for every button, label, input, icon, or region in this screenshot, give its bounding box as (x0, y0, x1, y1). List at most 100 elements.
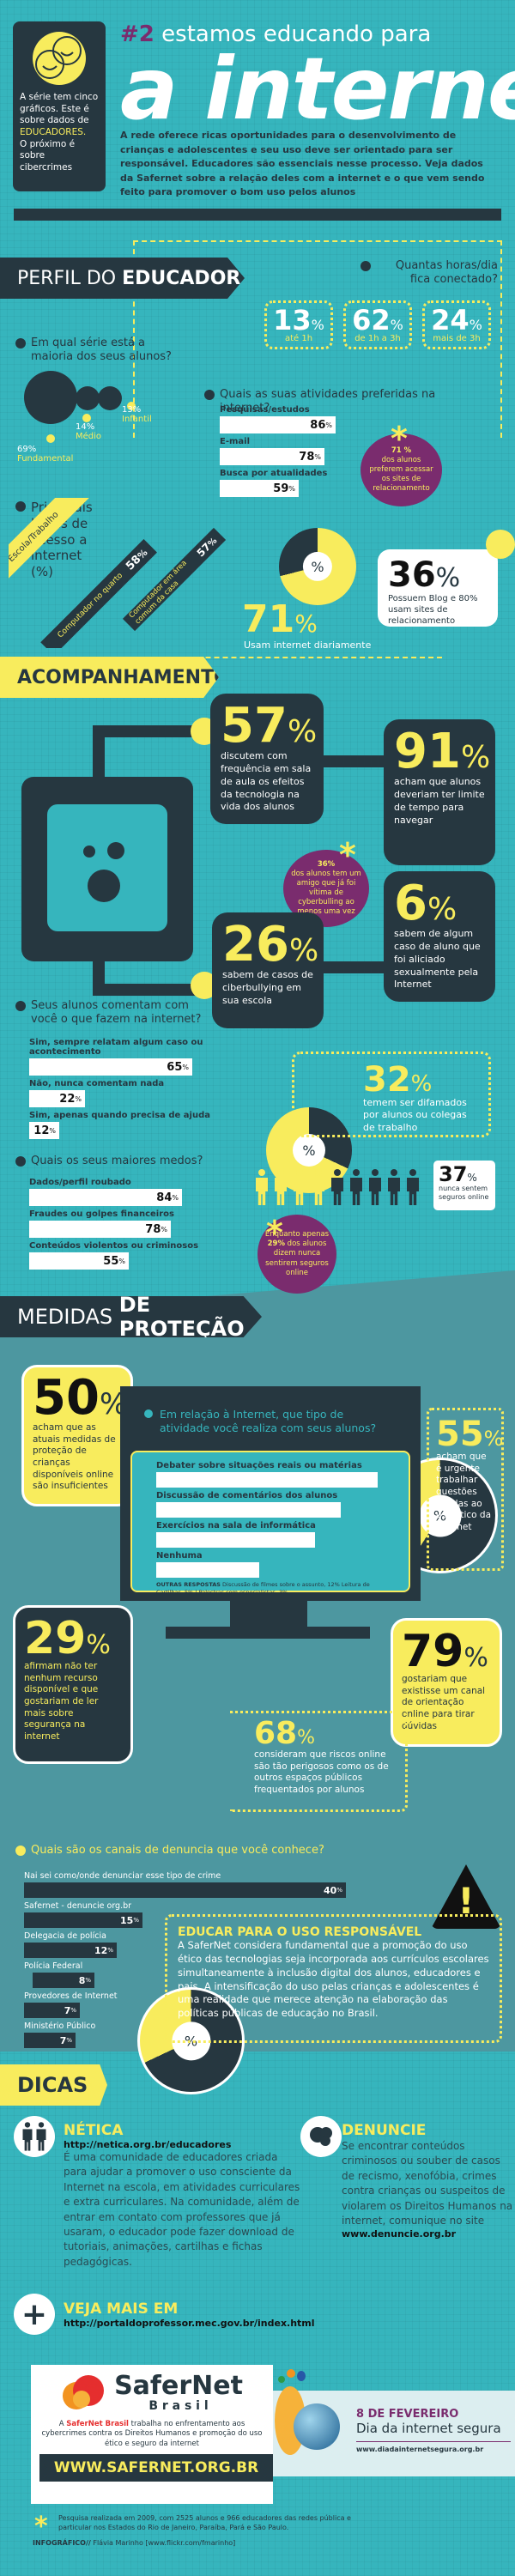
grade-question: Em qual série está a maioria dos seus al… (15, 336, 187, 365)
asterisk-icon: * (339, 836, 356, 874)
denuncie-link[interactable]: www.denuncie.org.br (342, 2228, 457, 2240)
bar: 7% (24, 2003, 80, 2018)
bar: 7% (24, 2033, 76, 2048)
bar: 86% (220, 416, 336, 433)
page-subtitle: #2 estamos educando para (120, 21, 432, 47)
bar: 84% (29, 1189, 182, 1206)
asterisk-icon: * (34, 2512, 48, 2542)
stat-50: 50% acham que as atuais medidas de proteç… (21, 1365, 133, 1506)
connector (93, 984, 204, 996)
person-icon (369, 1169, 381, 1205)
grade-medio: 14% Médio (76, 422, 102, 441)
bar: 78% (29, 1221, 171, 1238)
side-text: A série tem cinco gráficos. Este é sobre… (20, 92, 99, 126)
fears-bars: Dados/perfil roubado 84% Fraudes ou golpe… (29, 1174, 261, 1270)
section-ribbon-medidas: MEDIDAS DE PROTEÇÃO (0, 1296, 262, 1337)
safernet-site-link[interactable]: WWW.SAFERNET.ORG.BR (39, 2454, 273, 2482)
activities-bars: Pesquisas/estudos 86% E-mail 78% Busca por… (220, 402, 340, 497)
channels-bars: Nai sei como/onde denunciar esse tipo de… (24, 1868, 350, 2048)
portal-link[interactable]: http://portaldoprofessor.mec.gov.br/inde… (64, 2318, 315, 2329)
safernet-card: SaferNet B r a s i l A SaferNet Brasil tr… (31, 2365, 273, 2504)
connector (93, 725, 204, 737)
person-icon (388, 1169, 400, 1205)
stat-55: 55% acham que é urgente trabalhar questõe… (427, 1408, 504, 1571)
divider-bar (14, 209, 501, 221)
cyberbullying-bubble: 36% dos alunos tem um amigo que já foi ví… (283, 850, 369, 927)
safety-bubble: Enquanto apenas 29% dos alunos dizem nun… (258, 1215, 336, 1294)
stat-91: 91% acham que alunos deveriam ter limite … (384, 719, 495, 865)
hours-question: Quantas horas/dia fica conectado? (360, 259, 498, 288)
bar: 78% (220, 448, 324, 465)
connector (322, 961, 386, 973)
connector (322, 755, 386, 767)
fears-question: Quais os seus maiores medos? (15, 1155, 239, 1168)
people-icon (14, 2116, 55, 2157)
bar: 12% (29, 1122, 59, 1139)
bar: 65% (29, 1058, 192, 1076)
hours-stats: 13% até 1h 62% de 1h a 3h 24% mais de 3h (264, 300, 491, 349)
person-icon (294, 1169, 306, 1205)
bubble-fundamental (24, 371, 77, 424)
globe-mascot-icon (275, 2369, 343, 2481)
grade-bubbles (24, 371, 153, 465)
tip-denuncie: DENUNCIE Se encontrar conteúdos criminoso… (342, 2122, 513, 2240)
bar: 40% (24, 1882, 346, 1898)
person-icon (407, 1169, 419, 1205)
plus-icon: + (14, 2294, 55, 2335)
activities-question: Quais as suas atividades preferidas na i… (204, 388, 488, 416)
hours-stat: 24% mais de 3h (422, 300, 491, 349)
smiley-logo-icon (33, 32, 86, 85)
comments-bars: Sim, sempre relatam algum caso ou aconte… (29, 1034, 261, 1139)
daily-use-pie: % (279, 528, 356, 605)
grade-fundamental: 69% Fundamental (17, 445, 74, 464)
intro-text: A rede oferece ricas oportunidades para … (120, 130, 485, 197)
side-next: O próximo é sobre cibercrimes (20, 138, 76, 173)
daily-use-label: Usam internet diariamente (244, 639, 372, 651)
stat-29: 29% afirmam não ter nenhum recurso dispon… (13, 1605, 133, 1764)
dia-internet-link[interactable]: www.diadainternetsegura.org.br (356, 2446, 484, 2453)
monitor-question: Em relação à Internet, que tipo de ativi… (130, 1399, 410, 1438)
blog-card: 36% Possuem Blog e 80% usam sites de rela… (378, 549, 498, 627)
side-highlight: EDUCADORES. (20, 126, 87, 137)
daily-use-stat: 71% (242, 597, 318, 641)
info-bubble: 71 % dos alunos preferem acessar os sites… (360, 433, 442, 506)
stat-32: 32% temem ser difamados por alunos ou col… (292, 1052, 491, 1137)
netica-link[interactable]: http://netica.org.br/educadores (64, 2139, 232, 2150)
section-ribbon-dicas: DICAS (0, 2064, 107, 2106)
comments-question: Seus alunos comentam com você o que faze… (15, 999, 213, 1027)
section-ribbon-perfil: PERFIL DO EDUCADOR (0, 258, 245, 299)
monitor-stand (230, 1601, 307, 1627)
stat-68: 68% consideram que riscos online são tão … (230, 1711, 408, 1812)
monitor-screen: Debater sobre situações reais ou matéria… (130, 1451, 410, 1596)
bar: 15% (24, 1912, 142, 1928)
person-icon (275, 1169, 287, 1205)
stat-26: 26% sabem de casos de ciberbullying em su… (212, 912, 324, 1028)
bar: 22% (156, 1532, 315, 1548)
bar: 22% (29, 1090, 85, 1107)
stat-79: 79% gostariam que existisse um canal de o… (391, 1618, 502, 1747)
yellow-dot (486, 530, 515, 559)
stat-37: 37% nunca sentem seguros online (433, 1161, 495, 1210)
people-icons (256, 1169, 426, 1209)
hours-stat: 13% até 1h (264, 300, 333, 349)
dia-internet-text: 8 DE FEVEREIRO Dia da internet segura ww… (356, 2408, 511, 2453)
dotted-frame (133, 240, 502, 438)
credits: INFOGRÁFICO// Flávia Marinho [www.flickr… (33, 2539, 236, 2547)
bubble-medio (76, 386, 100, 410)
channels-question: Quais são os canais de denuncia que você… (15, 1844, 359, 1858)
person-icon (350, 1169, 362, 1205)
person-icon (331, 1169, 343, 1205)
asterisk-icon: * (266, 1214, 283, 1252)
bubble-infantil (98, 386, 122, 410)
tip-netica: NÉTICA http://netica.org.br/educadores É u… (64, 2122, 304, 2270)
survey-note: Pesquisa realizada em 2009, com 2525 alu… (58, 2514, 351, 2532)
bar: 12% (24, 1943, 117, 1958)
dotted-line (0, 657, 442, 658)
asterisk-icon: * (391, 420, 408, 458)
hours-stat: 62% de 1h a 3h (343, 300, 412, 349)
educar-box: EDUCAR PARA O USO RESPONSÁVEL A SaferNet … (165, 1914, 502, 2043)
chat-bubbles-icon (300, 2116, 342, 2157)
connector (93, 725, 105, 777)
person-icon (256, 1169, 268, 1205)
bar: 55% (29, 1252, 129, 1270)
